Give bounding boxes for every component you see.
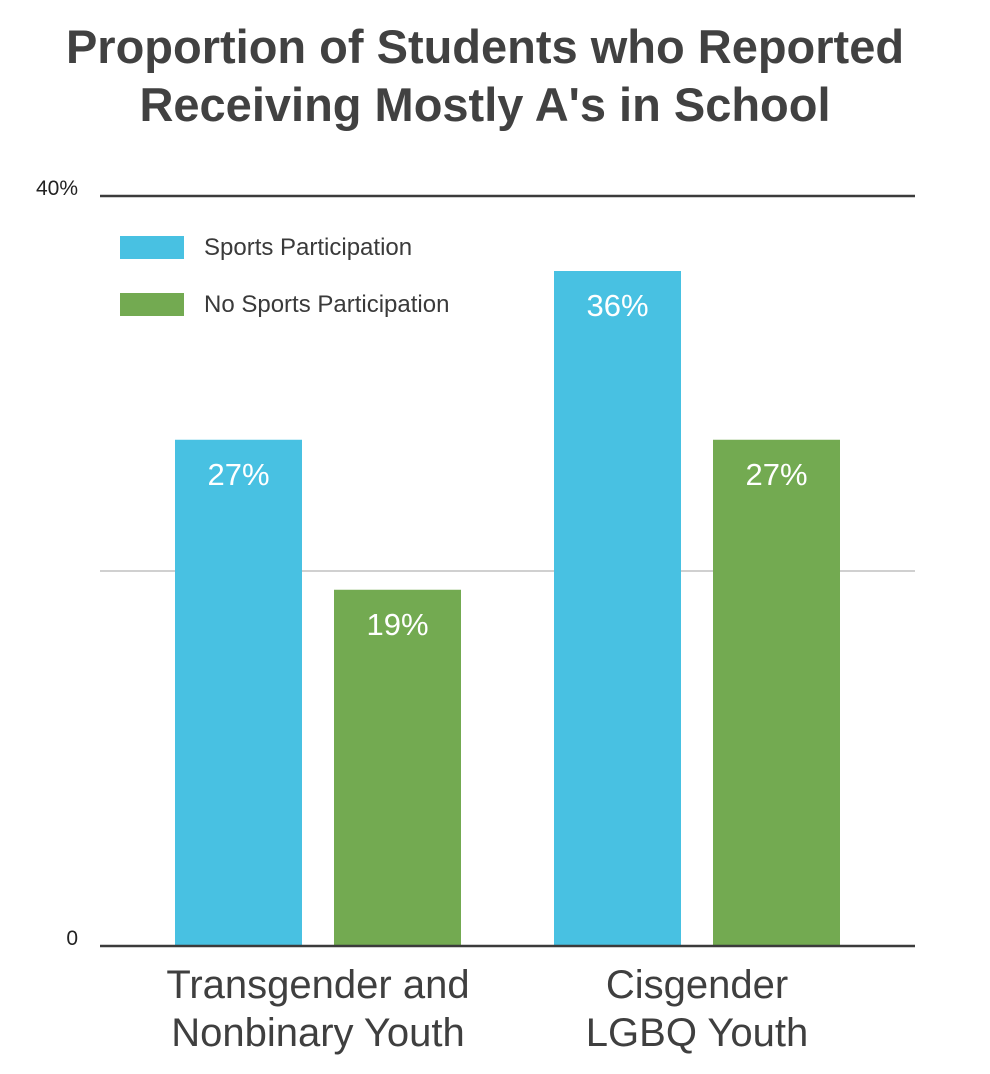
legend-label-0: Sports Participation (204, 234, 412, 261)
category-label-1-line-1: LGBQ Youth (586, 1011, 808, 1055)
chart-title-line-1: Proportion of Students who Reported (65, 20, 905, 73)
bar-value-labels: 27% 36% 19% 27% (207, 288, 807, 642)
y-tick-label-0: 0 (66, 927, 78, 950)
bar-label-1-0: 19% (366, 607, 428, 642)
category-label-0-line-1: Nonbinary Youth (171, 1011, 465, 1055)
legend-swatch-0 (120, 236, 184, 259)
bar-1-1 (713, 439, 840, 946)
bar-0-0 (175, 439, 302, 946)
bar-1-0 (334, 589, 461, 946)
chart-title-line-2: Receiving Mostly A's in School (139, 78, 831, 131)
bar-label-0-0: 27% (207, 457, 269, 492)
legend-label-1: No Sports Participation (204, 291, 449, 318)
bar-0-1 (554, 271, 681, 946)
bars (175, 271, 840, 946)
category-label-0-line-0: Transgender and (166, 963, 469, 1007)
category-label-1-line-0: Cisgender (606, 963, 788, 1007)
axes: 0 40% (36, 177, 915, 950)
bar-label-0-1: 36% (586, 288, 648, 323)
bar-label-1-1: 27% (745, 457, 807, 492)
y-tick-label-1: 40% (36, 177, 78, 200)
chart-title: Proportion of Students who Reported Rece… (0, 18, 970, 134)
legend: Sports Participation No Sports Participat… (120, 234, 449, 318)
legend-swatch-1 (120, 293, 184, 316)
